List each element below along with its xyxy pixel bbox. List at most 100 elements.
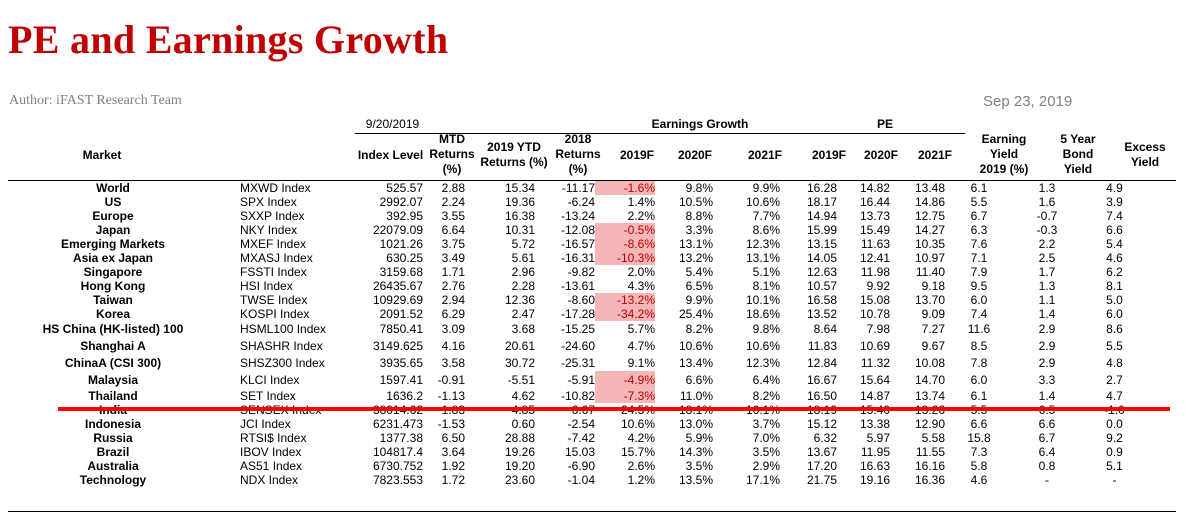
- pe-2019: 15.99: [806, 223, 837, 237]
- index-level: 525.57: [386, 181, 423, 195]
- mtd-return: 6.50: [441, 431, 465, 445]
- header-earnings-growth: Earnings Growth: [651, 117, 749, 131]
- index-name: AS51 Index: [240, 459, 303, 473]
- bond-yield: 6.7: [1038, 431, 1056, 445]
- header-earning-yield: Earning Yield 2019 (%): [979, 132, 1029, 176]
- index-level: 1597.41: [379, 372, 423, 387]
- eg-2019: 4.7%: [627, 338, 655, 353]
- eg-2020: 5.9%: [685, 431, 713, 445]
- eg-2021: 12.3%: [745, 355, 780, 370]
- bond-yield: 6.4: [1038, 445, 1056, 459]
- mtd-return: 4.16: [441, 338, 465, 353]
- pe-2021: 5.58: [921, 431, 945, 445]
- table-row: US SPX Index 2992.07 2.24 19.36 -6.24 1.4% 10.5…: [8, 195, 1148, 209]
- index-level: 7850.41: [379, 321, 423, 336]
- ytd-return: 3.68: [511, 321, 535, 336]
- table-row: Brazil IBOV Index 104817.4 3.64 19.26 15.03 15…: [8, 445, 1148, 459]
- eg-2020: 3.5%: [685, 459, 713, 473]
- header-2018-returns: 2018 Returns (%): [555, 132, 601, 176]
- return-2018: -16.31: [560, 251, 595, 265]
- index-level: 22079.09: [372, 223, 423, 237]
- pe-2021: 10.35: [914, 237, 945, 251]
- return-2018: -17.28: [560, 307, 595, 321]
- eg-2021: 8.2%: [752, 389, 780, 403]
- mtd-return: 3.49: [441, 251, 465, 265]
- table-row: Russia RTSI$ Index 1377.38 6.50 28.88 -7.42 4.…: [8, 431, 1148, 445]
- bond-yield: 2.9: [1038, 321, 1056, 336]
- pe-2021: 14.27: [914, 223, 945, 237]
- mtd-return: 6.64: [441, 223, 465, 237]
- excess-yield: 5.1: [1106, 459, 1123, 473]
- page-title: PE and Earnings Growth: [8, 17, 449, 62]
- bond-yield: 1.4: [1038, 307, 1056, 321]
- pe-2020: 10.69: [859, 338, 890, 353]
- index-name: NKY Index: [240, 223, 298, 237]
- ytd-return: 15.34: [504, 181, 535, 195]
- index-level: 2091.52: [379, 307, 423, 321]
- pe-2020: 16.44: [859, 195, 890, 209]
- market-name: Shanghai A: [80, 338, 146, 353]
- bond-yield: 1.3: [1038, 279, 1056, 293]
- pe-2019: 16.58: [806, 293, 837, 307]
- bond-yield: 1.3: [1038, 181, 1056, 195]
- pe-2019: 10.57: [806, 279, 837, 293]
- return-2018: -10.82: [560, 389, 595, 403]
- table-row: Japan NKY Index 22079.09 6.64 10.31 -12.08 -0.…: [8, 223, 1148, 237]
- return-2018: 15.03: [564, 445, 595, 459]
- eg-2020: 10.5%: [678, 195, 713, 209]
- pe-2020: 13.38: [859, 417, 890, 431]
- bond-yield: 6.6: [1038, 417, 1056, 431]
- eg-2019: 1.2%: [627, 473, 655, 487]
- mtd-return: 3.75: [441, 237, 465, 251]
- pe-2020: 15.49: [859, 223, 890, 237]
- header-pe-2020: 2020F: [863, 148, 899, 162]
- header-group-underline: [355, 133, 965, 134]
- market-name: Emerging Markets: [60, 237, 166, 251]
- excess-yield: 5.0: [1106, 293, 1123, 307]
- market-name: Thailand: [88, 389, 138, 403]
- earning-yield: 6.0: [970, 293, 988, 307]
- eg-2020: 6.6%: [685, 372, 713, 387]
- eg-2019: 2.2%: [627, 209, 655, 223]
- pe-2020: 5.97: [866, 431, 890, 445]
- header-pe: PE: [876, 117, 893, 131]
- table-bottom-rule: [8, 511, 1176, 512]
- mtd-return: -1.13: [437, 389, 465, 403]
- table-row: Thailand SET Index 1636.2 -1.13 4.62 -10.82 -7…: [8, 389, 1148, 403]
- eg-2019: -13.2%: [595, 293, 655, 307]
- pe-2021: 11.40: [915, 265, 945, 279]
- table-row: Indonesia JCI Index 6231.473 -1.53 0.60 -2.54…: [8, 417, 1148, 431]
- market-name: Australia: [87, 459, 139, 473]
- return-2018: -6.24: [567, 195, 595, 209]
- index-level: 7823.553: [372, 473, 423, 487]
- earning-yield: 7.4: [970, 307, 988, 321]
- pe-2019: 16.67: [806, 372, 837, 387]
- ytd-return: 20.61: [504, 338, 535, 353]
- mtd-return: 1.71: [441, 265, 465, 279]
- pe-2021: 9.67: [921, 338, 945, 353]
- header-eg-2020: 2020F: [677, 148, 713, 162]
- bond-yield: -0.7: [1036, 209, 1058, 223]
- author-line: Author: iFAST Research Team: [9, 93, 182, 108]
- return-2018: -8.60: [567, 293, 595, 307]
- index-name: FSSTI Index: [240, 265, 307, 279]
- eg-2020: 13.2%: [678, 251, 713, 265]
- eg-2019: 5.7%: [627, 321, 655, 336]
- eg-2021: 10.1%: [745, 293, 780, 307]
- index-name: MXASJ Index: [240, 251, 313, 265]
- eg-2020: 3.3%: [685, 223, 713, 237]
- table-row: ChinaA (CSI 300) SHSZ300 Index 3935.65 3.58…: [8, 355, 1148, 371]
- mtd-return: 3.64: [441, 445, 465, 459]
- eg-2021: 3.5%: [752, 445, 780, 459]
- bond-yield: 2.9: [1038, 338, 1056, 353]
- mtd-return: 1.92: [441, 459, 465, 473]
- bond-yield: 1.4: [1038, 389, 1056, 403]
- index-name: RTSI$ Index: [240, 431, 307, 445]
- market-name: ChinaA (CSI 300): [64, 355, 162, 370]
- table-row: Malaysia KLCI Index 1597.41 -0.91 -5.51 -5.91…: [8, 371, 1148, 389]
- bond-yield: 3.3: [1038, 372, 1056, 387]
- eg-2021: 2.9%: [752, 459, 780, 473]
- market-name: Brazil: [96, 445, 130, 459]
- bond-yield: 2.2: [1038, 237, 1056, 251]
- excess-yield: 9.2: [1106, 431, 1123, 445]
